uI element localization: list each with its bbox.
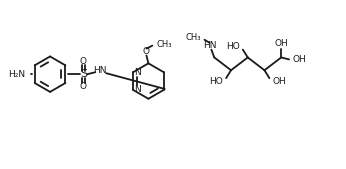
Text: H₂N: H₂N (8, 70, 26, 79)
Text: CH₃: CH₃ (185, 33, 201, 42)
Text: HO: HO (226, 42, 240, 51)
Text: HN: HN (93, 66, 107, 75)
Text: OH: OH (293, 55, 307, 64)
Text: OH: OH (272, 77, 286, 86)
Text: O: O (143, 47, 150, 56)
Text: N: N (134, 85, 140, 94)
Text: S: S (80, 69, 87, 79)
Text: N: N (134, 68, 140, 77)
Text: CH₃: CH₃ (156, 40, 172, 49)
Text: HN: HN (203, 41, 216, 50)
Text: OH: OH (274, 39, 288, 48)
Text: O: O (80, 57, 87, 66)
Text: O: O (80, 82, 87, 91)
Text: HO: HO (209, 77, 223, 86)
